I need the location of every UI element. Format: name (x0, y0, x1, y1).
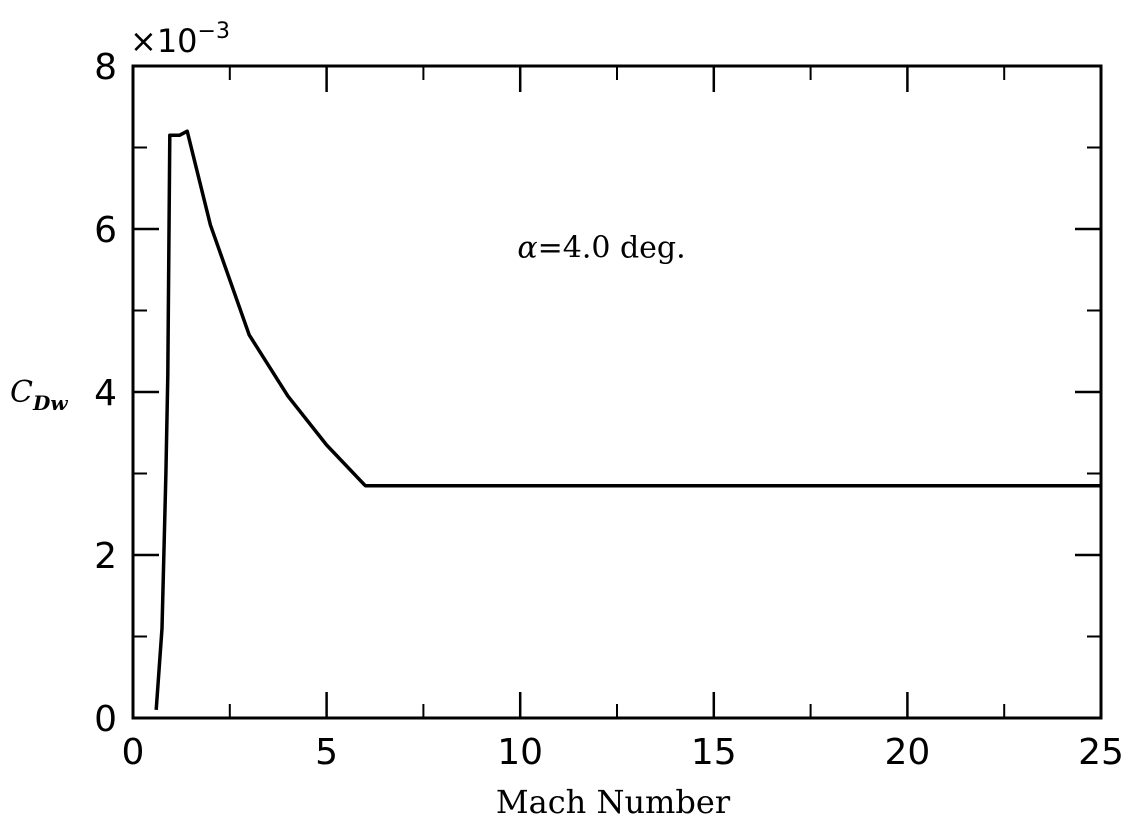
y-tick-label: 4 (94, 373, 117, 414)
x-tick-label: 5 (315, 732, 338, 773)
y-tick-label: 2 (94, 536, 117, 577)
x-tick-label: 25 (1078, 732, 1124, 773)
y-axis-label: CDw (10, 375, 68, 415)
y-multiplier-base: ×10 (130, 22, 198, 60)
x-tick-label: 10 (497, 732, 543, 773)
y-tick-label: 0 (94, 699, 117, 740)
y-tick-label: 6 (94, 210, 117, 251)
alpha-annotation: α=4.0 deg. (517, 231, 685, 266)
x-axis-label: Mach Number (496, 783, 731, 821)
x-tick-label: 15 (691, 732, 737, 773)
y-axis-label-sub: Dw (32, 391, 68, 415)
alpha-symbol: α (517, 231, 537, 266)
plot-area: 0 5 10 15 20 25 0 2 4 6 8 α=4.0 deg. (94, 47, 1124, 773)
y-axis-label-main: C (10, 375, 33, 410)
alpha-value: =4.0 deg. (538, 231, 686, 266)
y-multiplier-exponent: −3 (198, 19, 230, 44)
x-tick-label: 0 (122, 732, 145, 773)
plot-frame (131, 64, 1103, 720)
y-tick-label: 8 (94, 47, 117, 88)
y-axis-multiplier: ×10−3 (130, 19, 230, 60)
x-tick-label: 20 (884, 732, 930, 773)
series-line (154, 129, 1101, 711)
